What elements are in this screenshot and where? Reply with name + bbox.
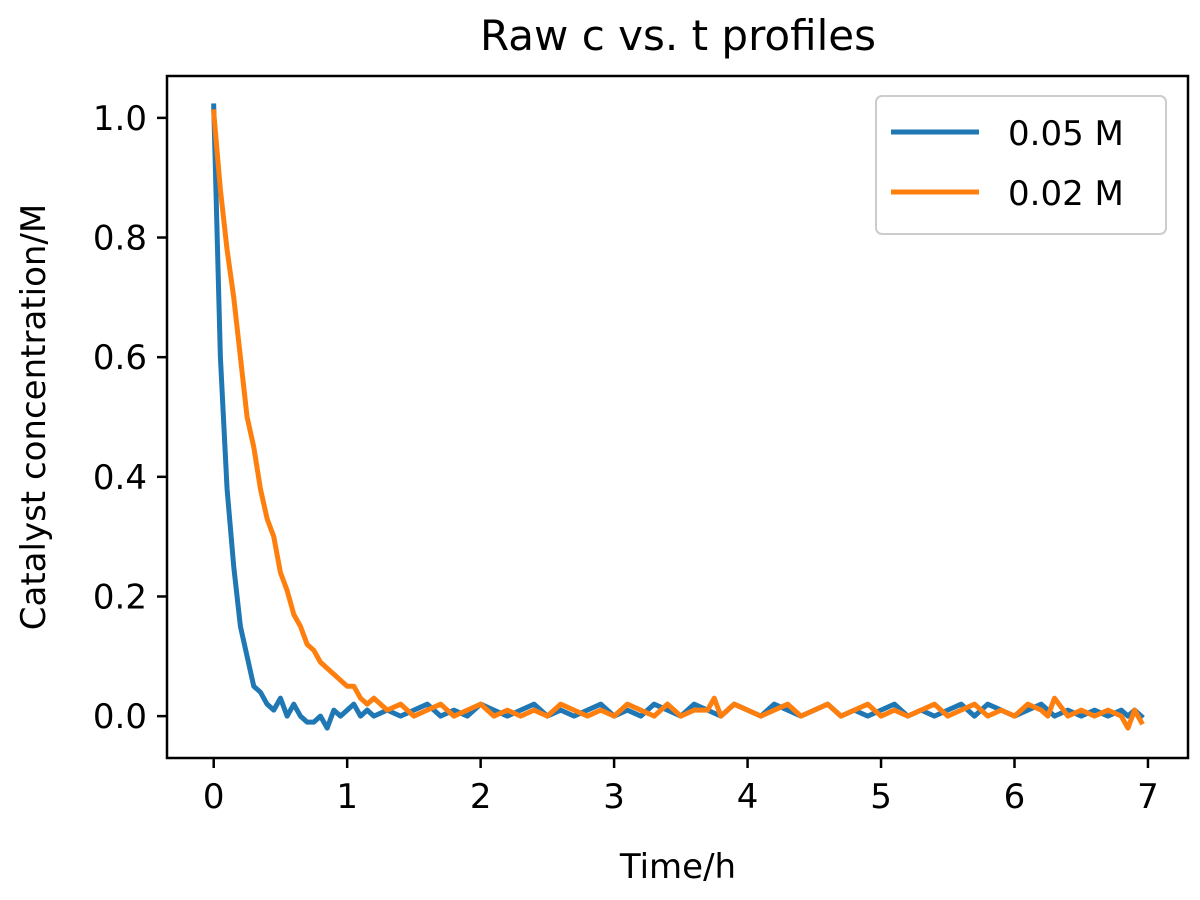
chart-title: Raw c vs. t profiles	[480, 11, 876, 60]
axes-frame	[165, 74, 1190, 760]
x-tick-label-4: 4	[737, 777, 759, 817]
x-tick-label-7: 7	[1137, 777, 1159, 817]
x-tick-label-0: 0	[203, 777, 225, 817]
legend-label-0-02m: 0.02 M	[1008, 174, 1124, 214]
y-tick-label-0: 0.0	[93, 697, 147, 737]
x-axis-ticks: 0 1 2 3 4 5 6 7	[203, 758, 1159, 817]
y-tick-label-3: 0.6	[93, 338, 147, 378]
legend: 0.05 M 0.02 M	[875, 95, 1167, 235]
x-tick-label-6: 6	[1004, 777, 1026, 817]
x-tick-label-1: 1	[336, 777, 358, 817]
y-tick-label-1: 0.2	[93, 577, 147, 617]
series-line-1	[211, 109, 1145, 731]
x-tick-label-5: 5	[870, 777, 892, 817]
series-lines	[211, 103, 1145, 731]
y-axis-label: Catalyst concentration/M	[14, 204, 54, 630]
y-tick-label-4: 0.8	[93, 219, 147, 259]
y-tick-label-5: 1.0	[93, 99, 147, 139]
series-line-0	[211, 103, 1145, 731]
y-tick-label-2: 0.4	[93, 458, 147, 498]
x-tick-label-2: 2	[470, 777, 492, 817]
x-tick-label-3: 3	[603, 777, 625, 817]
legend-label-0-05m: 0.05 M	[1008, 114, 1124, 154]
y-axis-ticks: 0.0 0.2 0.4 0.6 0.8 1.0	[93, 99, 167, 737]
x-axis-label: Time/h	[619, 847, 736, 887]
